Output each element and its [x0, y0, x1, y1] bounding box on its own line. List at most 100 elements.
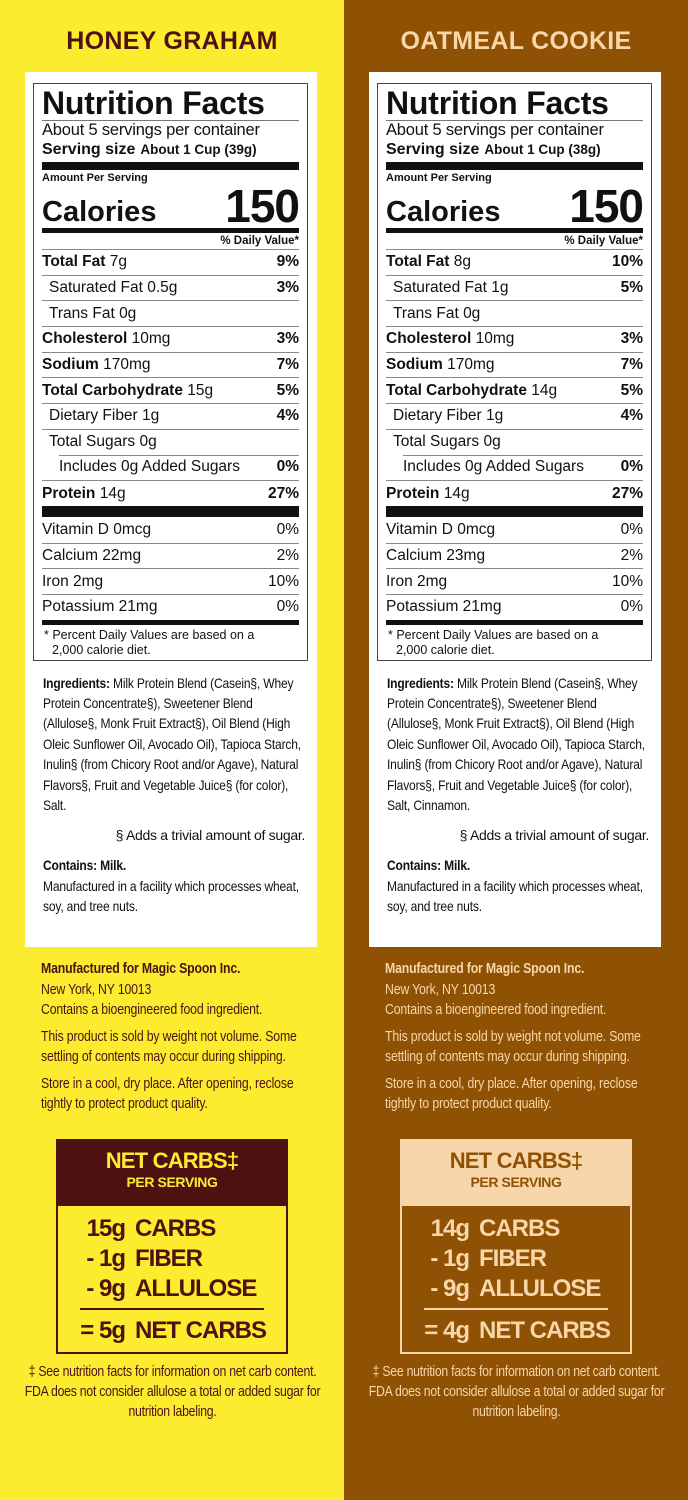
nutrient-amount: 15g: [187, 381, 214, 399]
net-carbs-amount: 15g: [86, 1214, 126, 1242]
nutrient-row: Saturated Fat 1g 5%: [386, 274, 643, 301]
nutrient-name: Dietary Fiber: [49, 407, 138, 425]
net-carbs-line: - 9g ALLULOSE: [402, 1274, 630, 1304]
ingredients-label: Ingredients:: [387, 674, 454, 691]
footnote-line: * Percent Daily Values are based on a: [44, 627, 255, 642]
manufacturer-name: Manufactured for Magic Spoon Inc.: [41, 961, 241, 977]
vitamin-name: Calcium 22mg: [42, 546, 142, 564]
nutrient-row: Sodium 170mg 7%: [42, 351, 299, 378]
daily-value-header: % Daily Value*: [220, 235, 299, 247]
nutrition-facts-label: Nutrition Facts About 5 servings per con…: [377, 83, 652, 661]
net-carbs-rule: [424, 1307, 608, 1310]
nutrient-name: Includes 0g Added Sugars: [403, 458, 584, 476]
nutrient-amount: 14g: [99, 484, 126, 502]
nutrient-daily-value: 9%: [276, 253, 299, 271]
nutrient-row: Total Fat 7g 9%: [42, 249, 299, 275]
net-carbs-total-amount: = 4g: [424, 1316, 470, 1344]
net-carbs-amount: - 9g: [430, 1274, 470, 1302]
serving-size-value: About 1 Cup (38g): [484, 142, 601, 157]
nutrient-name: Sodium: [386, 356, 443, 374]
net-carbs-rule: [80, 1307, 264, 1310]
ingredients-text: Milk Protein Blend (Casein§, Whey Protei…: [43, 674, 301, 814]
footnote-line: 2,000 calorie diet.: [396, 642, 495, 657]
net-carbs-item: FIBER: [479, 1244, 547, 1272]
calories-row: Calories 150: [42, 180, 300, 232]
nutrient-daily-value: 7%: [620, 356, 643, 374]
nutrient-name: Total Fat: [42, 253, 106, 271]
flavor-title: HONEY GRAHAM: [66, 27, 278, 55]
nutrient-amount: 0.5g: [147, 279, 178, 297]
thick-divider: [386, 162, 643, 170]
daily-value-header: % Daily Value*: [564, 235, 643, 247]
nutrient-row: Total Sugars 0g: [42, 428, 299, 455]
sugar-note: § Adds a trivial amount of sugar.: [459, 827, 650, 844]
info-card: Nutrition Facts About 5 servings per con…: [25, 72, 317, 947]
daily-value-footnote: * Percent Daily Values are based on a 2,0…: [386, 628, 643, 658]
nutrient-row: Cholesterol 10mg 3%: [42, 326, 299, 352]
nutrient-amount: 10mg: [131, 330, 171, 348]
nutrient-amount: 0g: [483, 433, 501, 451]
nutrient-daily-value: 10%: [611, 253, 643, 271]
serving-size-label: Serving size: [42, 141, 136, 158]
nutrient-row: Total Carbohydrate 14g 5%: [386, 377, 643, 403]
net-carbs-title: NET CARBS‡: [105, 1147, 239, 1173]
calories-value: 150: [225, 180, 300, 232]
nutrient-name: Total Sugars: [393, 433, 480, 451]
nutrient-daily-value: 0%: [620, 458, 643, 476]
nutrient-name: Saturated Fat: [49, 279, 143, 297]
vitamin-name: Potassium 21mg: [386, 598, 502, 616]
nutrient-row: Includes 0g Added Sugars 0%: [42, 454, 299, 481]
footnote-line: 2,000 calorie diet.: [52, 642, 151, 657]
net-carbs-box: NET CARBS‡ PER SERVING 15g CARBS - 1g FIBER…: [56, 1138, 288, 1354]
nutrient-amount: 1g: [142, 407, 160, 425]
manufacturer-info: Manufactured for Magic Spoon Inc. New Yor…: [41, 959, 316, 1121]
nutrient-name: Total Carbohydrate: [42, 381, 183, 399]
bioengineered-note: Contains a bioengineered food ingredient…: [41, 1002, 263, 1018]
flavor-title: OATMEAL COOKIE: [400, 27, 632, 55]
net-carbs-line: - 1g FIBER: [58, 1244, 286, 1274]
nutrient-row: Cholesterol 10mg 3%: [386, 326, 643, 352]
vitamin-daily-value: 0%: [620, 520, 643, 538]
nutrient-daily-value: 4%: [620, 407, 643, 425]
vitamin-daily-value: 0%: [276, 598, 299, 616]
net-carbs-total-label: NET CARBS: [135, 1316, 267, 1344]
nutrient-name: Protein: [42, 484, 96, 502]
nutrient-daily-value: 3%: [620, 330, 643, 348]
nutrient-name: Includes 0g Added Sugars: [59, 458, 240, 476]
nutrient-row: Dietary Fiber 1g 4%: [42, 403, 299, 429]
net-carbs-line: - 1g FIBER: [402, 1244, 630, 1274]
net-carbs-item: FIBER: [135, 1244, 203, 1272]
footnote-line: * Percent Daily Values are based on a: [388, 627, 599, 642]
contains-label: Contains: Milk.: [43, 857, 127, 874]
nutrient-name: Cholesterol: [386, 330, 472, 348]
vitamin-name: Vitamin D 0mcg: [386, 520, 496, 538]
panel-oatmeal-cookie: OATMEAL COOKIE Nutrition Facts About 5 s…: [344, 0, 688, 1500]
nutrient-row: Total Fat 8g 10%: [386, 249, 643, 275]
calories-value: 150: [569, 180, 644, 232]
facility-note: Manufactured in a facility which process…: [43, 877, 299, 915]
medium-divider: [42, 619, 299, 625]
nutrient-daily-value: 4%: [276, 407, 299, 425]
net-carbs-amount: - 9g: [86, 1274, 126, 1302]
nutrient-name: Protein: [386, 484, 440, 502]
vitamin-name: Calcium 23mg: [386, 546, 486, 564]
nutrient-name: Saturated Fat: [393, 279, 487, 297]
info-card: Nutrition Facts About 5 servings per con…: [369, 72, 661, 947]
net-carbs-item: CARBS: [479, 1214, 560, 1242]
address: New York, NY 10013: [385, 981, 496, 998]
medium-divider: [386, 228, 643, 233]
net-carbs-footnote: ‡ See nutrition facts for information on…: [24, 1363, 321, 1420]
storage-note: Store in a cool, dry place. After openin…: [41, 1075, 294, 1113]
nutrient-amount: 0g: [463, 304, 481, 322]
net-carbs-item: ALLULOSE: [479, 1274, 601, 1302]
ingredients: Ingredients: Milk Protein Blend (Casein§…: [387, 673, 649, 816]
nutrient-amount: 170mg: [103, 356, 151, 374]
nutrient-row: Protein 14g 27%: [42, 480, 299, 506]
serving-size-value: About 1 Cup (39g): [140, 142, 257, 157]
nutrient-name: Total Sugars: [49, 433, 136, 451]
storage-note: Store in a cool, dry place. After openin…: [385, 1075, 638, 1113]
nutrient-row: Trans Fat 0g: [386, 300, 643, 326]
vitamin-row: Iron 2mg 10%: [386, 568, 643, 594]
thick-divider: [386, 505, 643, 517]
net-carbs-amount: - 1g: [430, 1244, 470, 1272]
